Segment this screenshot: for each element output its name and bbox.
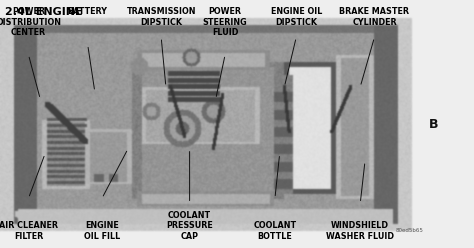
Text: 80ed5b65: 80ed5b65 (396, 228, 424, 233)
Text: 2.4L ENGINE: 2.4L ENGINE (5, 7, 82, 17)
Text: BRAKE MASTER
CYLINDER: BRAKE MASTER CYLINDER (339, 7, 410, 27)
Text: WINDSHIELD
WASHER FLUID: WINDSHIELD WASHER FLUID (326, 221, 394, 241)
Text: B: B (429, 118, 438, 130)
Text: ENGINE
OIL FILL: ENGINE OIL FILL (84, 221, 120, 241)
Text: AIR CLEANER
FILTER: AIR CLEANER FILTER (0, 221, 58, 241)
Text: COOLANT
PRESSURE
CAP: COOLANT PRESSURE CAP (166, 211, 213, 241)
Text: COOLANT
BOTTLE: COOLANT BOTTLE (254, 221, 296, 241)
Text: TRANSMISSION
DIPSTICK: TRANSMISSION DIPSTICK (127, 7, 196, 27)
Text: POWER
DISTRIBUTION
CENTER: POWER DISTRIBUTION CENTER (0, 7, 61, 37)
Text: ENGINE OIL
DIPSTICK: ENGINE OIL DIPSTICK (271, 7, 322, 27)
Text: BATTERY: BATTERY (68, 7, 108, 16)
Text: POWER
STEERING
FLUID: POWER STEERING FLUID (203, 7, 247, 37)
